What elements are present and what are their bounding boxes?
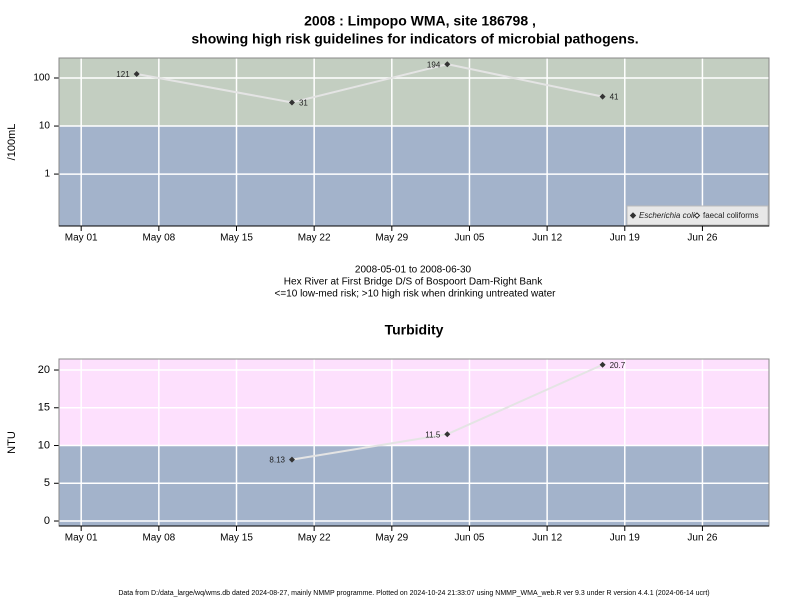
y-tick-label: 20 <box>38 364 50 376</box>
x-tick-label: May 29 <box>375 233 408 244</box>
x-tick-label: May 29 <box>375 533 408 544</box>
point <box>444 431 451 438</box>
y-tick-label: 10 <box>38 439 50 451</box>
chart-title: 2008 : Limpopo WMA, site 186798 , <box>304 13 536 29</box>
value-label: 20.7 <box>610 361 626 370</box>
y-axis-label: /100mL <box>6 124 18 161</box>
x-tick-label: May 08 <box>142 533 175 544</box>
x-tick-label: May 01 <box>65 233 98 244</box>
value-label: 121 <box>116 70 130 79</box>
annotation: Hex River at First Bridge D/S of Bospoor… <box>284 277 543 288</box>
point <box>599 361 606 368</box>
x-tick-label: Jun 19 <box>610 233 640 244</box>
y-tick-label: 5 <box>44 477 50 489</box>
value-label: 11.5 <box>425 430 441 439</box>
chart-subtitle: showing high risk guidelines for indicat… <box>191 31 638 47</box>
y-tick-label: 15 <box>38 402 50 414</box>
point <box>444 61 451 68</box>
value-label: 194 <box>427 60 441 69</box>
x-tick-label: Jun 12 <box>532 233 562 244</box>
x-tick-label: May 01 <box>65 533 98 544</box>
legend-marker <box>629 212 637 219</box>
series-line <box>136 63 603 104</box>
x-tick-label: Jun 26 <box>687 533 717 544</box>
band-below <box>59 445 769 526</box>
annotation: <=10 low-med risk; >10 high risk when dr… <box>275 289 557 300</box>
x-tick-label: Jun 12 <box>532 533 562 544</box>
value-label: 41 <box>610 93 619 102</box>
legend-label: Escherichia coli <box>639 211 695 220</box>
legend-label: faecal coliforms <box>703 211 759 220</box>
annotation: 2008-05-01 to 2008-06-30 <box>355 265 472 276</box>
point <box>133 71 140 78</box>
y-tick-label: 10 <box>39 121 51 132</box>
x-tick-label: Jun 19 <box>610 533 640 544</box>
x-tick-label: May 15 <box>220 233 253 244</box>
chart-title: Turbidity <box>385 322 444 338</box>
x-tick-label: May 22 <box>298 233 331 244</box>
band-above <box>59 58 769 127</box>
point <box>599 93 606 100</box>
value-label: 8.13 <box>269 456 285 465</box>
x-tick-label: Jun 26 <box>687 233 717 244</box>
x-tick-label: May 15 <box>220 533 253 544</box>
value-label: 31 <box>299 99 308 108</box>
y-axis-label: NTU <box>6 431 18 454</box>
point <box>288 99 295 106</box>
y-tick-label: 1 <box>44 169 50 180</box>
x-tick-label: May 08 <box>142 233 175 244</box>
footer: Data from D:/data_large/wq/wms.db dated … <box>118 590 709 597</box>
y-tick-label: 100 <box>33 73 50 84</box>
x-tick-label: Jun 05 <box>454 533 484 544</box>
y-tick-label: 0 <box>44 515 50 527</box>
band-above <box>59 359 769 446</box>
legend-marker <box>693 212 701 219</box>
x-tick-label: May 22 <box>298 533 331 544</box>
point <box>288 456 295 463</box>
x-tick-label: Jun 05 <box>454 233 484 244</box>
